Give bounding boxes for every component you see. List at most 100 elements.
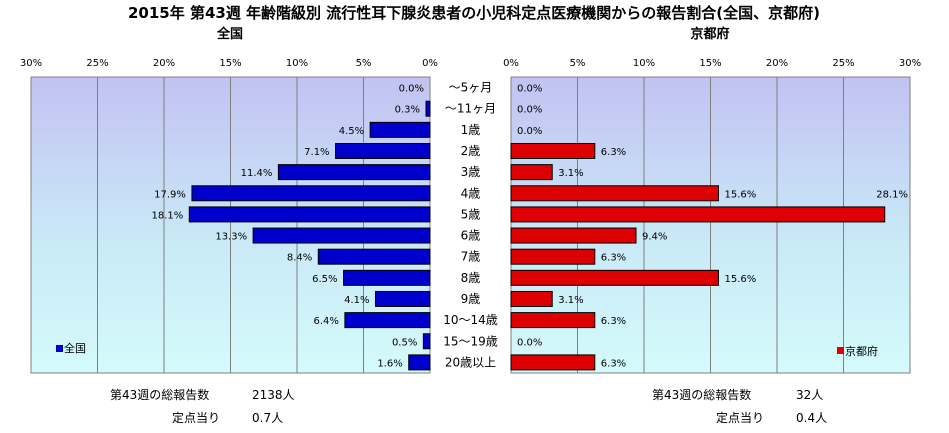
category-label: 10～14歳 <box>443 313 498 327</box>
bar-kyoto <box>510 354 596 371</box>
tick-label-left: 5% <box>356 58 372 69</box>
data-label-national: 8.4% <box>287 253 312 264</box>
footer-right-per-value: 0.4人 <box>796 411 827 425</box>
tick-label-right: 10% <box>633 58 655 69</box>
bar-national <box>252 227 431 244</box>
data-label-kyoto: 15.6% <box>724 274 756 285</box>
category-labels: ～5ヶ月 ～11ヶ月 1歳 2歳 3歳 4歳 5歳 6歳 7歳 8歳 9歳 10～14歳 15～19歳 2… <box>443 81 498 370</box>
data-label-national: 4.1% <box>344 295 369 306</box>
category-label: 4歳 <box>461 186 481 200</box>
footer-right-total-value: 32人 <box>796 388 823 402</box>
data-label-kyoto: 3.1% <box>558 168 583 179</box>
panel-title-right: 京都府 <box>690 26 729 42</box>
bar-national <box>369 121 431 138</box>
bar-kyoto <box>510 142 596 159</box>
bar-national <box>408 354 431 371</box>
tick-label-right: 15% <box>699 58 721 69</box>
data-label-national: 4.5% <box>339 126 364 137</box>
data-label-national: 0.0% <box>399 84 424 95</box>
legend-swatch-national <box>56 345 63 352</box>
category-label: 1歳 <box>461 123 481 137</box>
bar-national <box>188 206 431 223</box>
bar-national <box>422 333 431 350</box>
data-label-national: 0.5% <box>392 337 417 348</box>
x-axis-ticks-left: 30% 25% 20% 15% 10% 5% 0% <box>20 58 438 69</box>
data-label-kyoto: 0.0% <box>517 84 542 95</box>
panel-title-left: 全国 <box>216 26 243 42</box>
category-label: 15～19歳 <box>443 334 498 348</box>
tick-label-right: 30% <box>899 58 921 69</box>
data-label-kyoto: 6.3% <box>601 147 626 158</box>
tick-label-left: 30% <box>20 58 42 69</box>
data-label-kyoto: 0.0% <box>517 126 542 137</box>
data-label-kyoto: 9.4% <box>642 232 667 243</box>
data-label-national: 1.6% <box>377 358 402 369</box>
data-label-national: 0.3% <box>395 105 420 116</box>
data-label-kyoto: 6.3% <box>601 316 626 327</box>
bar-kyoto <box>510 290 553 307</box>
grid-right <box>577 77 844 373</box>
category-label: 2歳 <box>461 144 481 158</box>
data-label-national: 18.1% <box>151 210 183 221</box>
data-labels-national: 0.0% 0.3% 4.5% 7.1% 11.4% 17.9% 18.1% 13.3% 8.4%… <box>151 84 424 370</box>
bar-national <box>343 269 431 286</box>
legend-label-kyoto: 京都府 <box>845 344 878 358</box>
category-label: 8歳 <box>461 271 481 285</box>
legend-swatch-kyoto <box>837 347 844 354</box>
footer-left-total-value: 2138人 <box>252 388 295 402</box>
data-label-national: 7.1% <box>304 147 329 158</box>
tick-label-left: 0% <box>422 58 438 69</box>
legend-left: 全国 <box>56 341 86 355</box>
bar-national <box>191 185 431 202</box>
bar-kyoto <box>510 227 637 244</box>
chart-title: 2015年 第43週 年齢階級別 流行性耳下腺炎患者の小児科定点医療機関からの報… <box>128 4 820 22</box>
legend-right: 京都府 <box>837 344 878 358</box>
category-label: 6歳 <box>461 229 481 243</box>
footer-right-per-label: 定点当り <box>716 410 764 425</box>
data-label-kyoto: 6.3% <box>601 253 626 264</box>
tick-label-right: 20% <box>766 58 788 69</box>
data-label-national: 6.4% <box>313 316 338 327</box>
data-label-kyoto: 15.6% <box>724 189 756 200</box>
data-label-national: 13.3% <box>215 232 247 243</box>
bar-national <box>277 164 431 181</box>
x-axis-ticks-right: 0% 5% 10% 15% 20% 25% 30% <box>503 58 921 69</box>
bar-national <box>374 290 431 307</box>
category-label: ～11ヶ月 <box>445 102 496 116</box>
category-label: ～5ヶ月 <box>449 81 493 95</box>
tick-label-left: 10% <box>286 58 308 69</box>
bar-kyoto <box>510 312 596 329</box>
bars-national <box>188 100 431 371</box>
data-labels-kyoto: 0.0% 0.0% 0.0% 6.3% 3.1% 15.6% 28.1% 9.4% 6.3% 15… <box>517 84 908 370</box>
tick-label-right: 5% <box>570 58 586 69</box>
tick-label-left: 15% <box>219 58 241 69</box>
bar-national <box>317 248 431 265</box>
footer-left-per-value: 0.7人 <box>252 411 283 425</box>
data-label-kyoto: 3.1% <box>558 295 583 306</box>
footer-right-total-label: 第43週の総報告数 <box>652 387 751 402</box>
bar-kyoto <box>510 164 553 181</box>
category-label: 9歳 <box>461 292 481 306</box>
tick-label-left: 20% <box>153 58 175 69</box>
footer-left-per-label: 定点当り <box>172 410 220 425</box>
data-label-kyoto: 6.3% <box>601 358 626 369</box>
bar-national <box>344 312 431 329</box>
data-label-national: 11.4% <box>241 168 273 179</box>
bars-kyoto <box>510 142 886 371</box>
category-label: 7歳 <box>461 250 481 264</box>
legend-label-national: 全国 <box>64 341 86 355</box>
bar-kyoto <box>510 269 719 286</box>
category-label: 20歳以上 <box>445 355 496 369</box>
data-label-kyoto: 0.0% <box>517 105 542 116</box>
data-label-kyoto: 28.1% <box>876 189 908 200</box>
tick-label-right: 25% <box>832 58 854 69</box>
tick-label-right: 0% <box>503 58 519 69</box>
data-label-national: 17.9% <box>154 189 186 200</box>
tick-label-left: 25% <box>86 58 108 69</box>
bar-national <box>425 100 431 117</box>
footer-left-total-label: 第43週の総報告数 <box>110 387 209 402</box>
category-label: 3歳 <box>461 165 481 179</box>
bar-national <box>335 142 431 159</box>
